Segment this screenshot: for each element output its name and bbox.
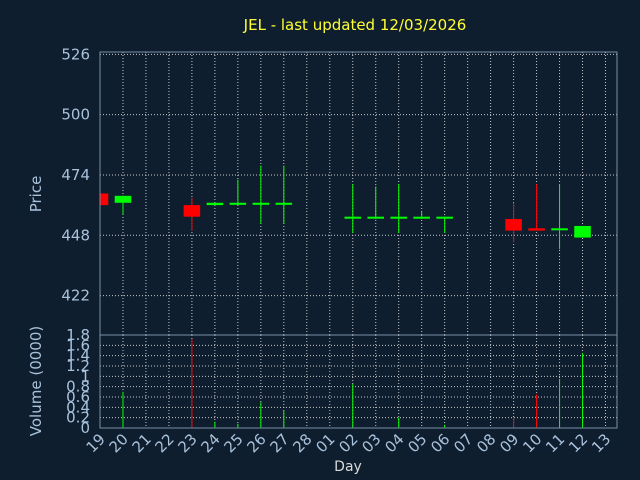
price-axis-ticks: 526 500 474 448 422 (61, 45, 90, 304)
price-grid (100, 52, 617, 335)
price-tick-label: 422 (61, 287, 90, 305)
candle-body (574, 225, 591, 238)
volume-tick-label: 1.6 (66, 336, 90, 354)
price-tick-label: 526 (61, 45, 90, 63)
candle-body (114, 195, 132, 203)
candle-body (528, 228, 545, 231)
price-panel-frame (99, 51, 618, 336)
volume-axis-label: Volume (0000) (27, 326, 45, 436)
candle-body (206, 202, 224, 206)
x-axis-ticks: 1920212223242526272801020304050607080910… (83, 430, 615, 456)
price-tick-label: 448 (61, 226, 90, 244)
price-axis-label: Price (27, 176, 45, 213)
candle-body (229, 202, 247, 205)
volume-panel-frame (99, 334, 618, 429)
volume-tick-label: 1.8 (66, 326, 90, 344)
candle-body (505, 219, 522, 231)
volume-tick-label: 1.4 (66, 347, 90, 365)
candle-body (551, 228, 568, 231)
candle-body (413, 216, 430, 219)
price-tick-label: 474 (61, 166, 90, 184)
volume-axis-ticks: 00.20.40.60.811.21.41.61.8 (66, 326, 90, 437)
x-axis-label: Day (334, 459, 362, 475)
candle-body (100, 193, 109, 206)
volume-tick-label: 0 (80, 419, 90, 437)
candle-body (183, 205, 201, 217)
volume-tick-label: 0.4 (66, 398, 90, 416)
candle-body (390, 216, 407, 219)
price-candles (99, 165, 591, 250)
volume-bars (122, 339, 584, 428)
candle-body (252, 202, 270, 205)
volume-tick-label: 1 (80, 367, 90, 385)
candle-body (344, 216, 362, 219)
candle-body (436, 216, 453, 219)
volume-tick-label: 1.2 (66, 357, 90, 375)
volume-tick-label: 0.6 (66, 388, 90, 406)
volume-grid (100, 334, 617, 429)
candle-body (367, 216, 385, 219)
x-tick-label: 13 (588, 430, 614, 456)
price-tick-label: 500 (61, 106, 90, 124)
chart-title: JEL - last updated 12/03/2026 (243, 16, 467, 34)
volume-tick-label: 0.2 (66, 409, 90, 427)
volume-tick-label: 0.8 (66, 378, 90, 396)
candle-body (275, 202, 293, 205)
